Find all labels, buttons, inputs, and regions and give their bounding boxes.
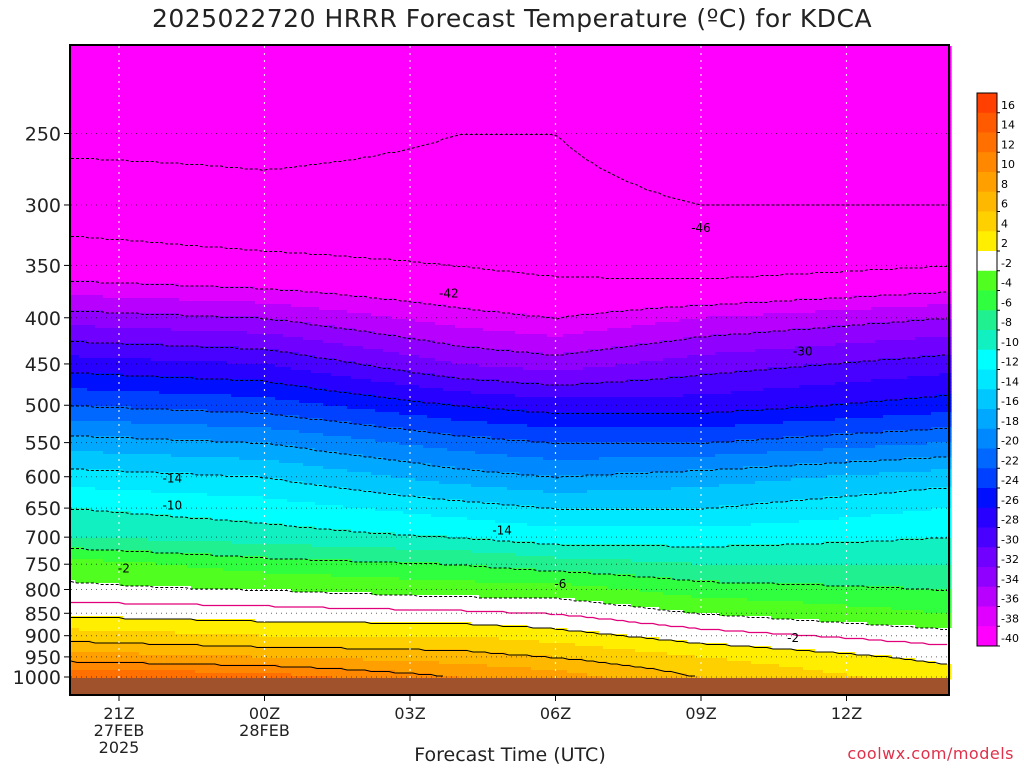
colorbar-swatch xyxy=(977,409,997,429)
colorbar-swatch xyxy=(977,271,997,291)
x-tick-label: 06Z xyxy=(540,704,571,723)
contour-label: -10 xyxy=(163,499,183,513)
colorbar-swatch xyxy=(977,93,997,113)
colorbar-swatch xyxy=(977,429,997,449)
ground-strip xyxy=(71,678,949,695)
colorbar-label: -26 xyxy=(1001,494,1019,507)
colorbar-label: 14 xyxy=(1001,119,1015,132)
colorbar-label: 8 xyxy=(1001,178,1008,191)
contour-label: -14 xyxy=(163,472,183,486)
x-tick-label: 12Z xyxy=(831,704,862,723)
colorbar-label: -8 xyxy=(1001,316,1012,329)
contour-label: -46 xyxy=(691,221,711,235)
colorbar-label: -28 xyxy=(1001,514,1019,527)
y-tick-label: 950 xyxy=(25,647,61,669)
colorbar-swatch xyxy=(977,133,997,153)
colorbar-label: -16 xyxy=(1001,395,1019,408)
colorbar-label: -34 xyxy=(1001,573,1019,586)
colorbar-swatch xyxy=(977,310,997,330)
y-tick-label: 600 xyxy=(25,467,61,489)
colorbar: 16 14 12 10 8 6 4 2 -2 -4 -6 -8 -10 -12 -14 -16 -18 -20 -2… xyxy=(977,93,1019,646)
colorbar-label: -2 xyxy=(1001,257,1012,270)
y-tick-label: 450 xyxy=(25,354,61,376)
colorbar-label: -18 xyxy=(1001,415,1019,428)
colorbar-label: -4 xyxy=(1001,277,1012,290)
colorbar-swatch xyxy=(977,488,997,508)
colorbar-label: -10 xyxy=(1001,336,1019,349)
colorbar-label: 10 xyxy=(1001,158,1015,171)
colorbar-label: 6 xyxy=(1001,198,1008,211)
y-tick-label: 800 xyxy=(25,580,61,602)
colorbar-swatch xyxy=(977,330,997,350)
colorbar-label: 2 xyxy=(1001,237,1008,250)
colorbar-swatch xyxy=(977,370,997,390)
colorbar-label: 16 xyxy=(1001,99,1015,112)
contour-label: -14 xyxy=(492,523,512,537)
y-tick-label: 900 xyxy=(25,626,61,648)
colorbar-swatch xyxy=(977,251,997,271)
colorbar-label: -36 xyxy=(1001,593,1019,606)
colorbar-label: -20 xyxy=(1001,435,1019,448)
y-axis: 2503003504004505005506006507007508008509… xyxy=(13,123,70,689)
y-tick-label: 500 xyxy=(25,395,61,417)
colorbar-swatch xyxy=(977,508,997,528)
y-tick-label: 400 xyxy=(25,308,61,330)
source-credit: coolwx.com/models xyxy=(847,744,1014,763)
colorbar-swatch xyxy=(977,587,997,607)
colorbar-swatch xyxy=(977,192,997,212)
colorbar-label: -40 xyxy=(1001,632,1019,645)
colorbar-swatch xyxy=(977,468,997,488)
colorbar-label: -30 xyxy=(1001,533,1019,546)
colorbar-label: -22 xyxy=(1001,454,1019,467)
contour-label: -6 xyxy=(554,577,566,591)
y-tick-label: 750 xyxy=(25,554,61,576)
colorbar-swatch xyxy=(977,291,997,311)
colorbar-label: -24 xyxy=(1001,474,1019,487)
colorbar-label: 4 xyxy=(1001,217,1008,230)
y-tick-label: 550 xyxy=(25,433,61,455)
colorbar-label: -38 xyxy=(1001,612,1019,625)
y-tick-label: 700 xyxy=(25,527,61,549)
colorbar-swatch xyxy=(977,231,997,251)
colorbar-swatch xyxy=(977,350,997,370)
x-tick-label: 28FEB xyxy=(239,721,290,740)
y-tick-label: 350 xyxy=(25,255,61,277)
colorbar-swatch xyxy=(977,607,997,627)
temperature-cross-section-chart: 2503003504004505005506006507007508008509… xyxy=(0,0,1024,768)
y-tick-label: 650 xyxy=(25,498,61,520)
contour-label: -42 xyxy=(439,286,459,300)
colorbar-swatch xyxy=(977,113,997,133)
colorbar-swatch xyxy=(977,212,997,232)
colorbar-label: -14 xyxy=(1001,375,1019,388)
colorbar-swatch xyxy=(977,567,997,587)
y-tick-label: 300 xyxy=(25,195,61,217)
colorbar-swatch xyxy=(977,389,997,409)
colorbar-label: -12 xyxy=(1001,356,1019,369)
colorbar-swatch xyxy=(977,152,997,172)
contour-label: -2 xyxy=(118,561,130,575)
colorbar-swatch xyxy=(977,172,997,192)
colorbar-swatch xyxy=(977,449,997,469)
colorbar-label: -6 xyxy=(1001,296,1012,309)
x-tick-label: 09Z xyxy=(685,704,716,723)
y-tick-label: 1000 xyxy=(13,667,61,689)
contour-label: -30 xyxy=(793,345,813,359)
x-tick-label: 03Z xyxy=(394,704,425,723)
colorbar-label: -32 xyxy=(1001,553,1019,566)
colorbar-swatch xyxy=(977,626,997,646)
colorbar-swatch xyxy=(977,547,997,567)
colorbar-swatch xyxy=(977,528,997,548)
colorbar-label: 12 xyxy=(1001,138,1015,151)
contour-label: -2 xyxy=(787,631,799,645)
y-tick-label: 850 xyxy=(25,603,61,625)
y-tick-label: 250 xyxy=(25,123,61,145)
